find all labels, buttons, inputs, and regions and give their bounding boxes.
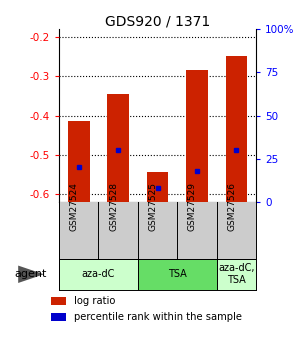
Text: aza-dC,
TSA: aza-dC, TSA (218, 264, 255, 285)
Bar (107, 94, 129, 202)
Bar (138, 259, 217, 290)
Bar (59, 259, 138, 290)
Text: GSM27524: GSM27524 (70, 182, 79, 231)
Text: log ratio: log ratio (74, 296, 115, 306)
Text: agent: agent (15, 269, 47, 279)
Text: GSM27529: GSM27529 (188, 182, 197, 231)
Text: GSM27525: GSM27525 (148, 182, 158, 231)
Text: percentile rank within the sample: percentile rank within the sample (74, 312, 242, 322)
Bar (51, 313, 66, 322)
Bar (147, 172, 168, 202)
Bar (186, 70, 208, 202)
Bar (225, 56, 247, 202)
Polygon shape (18, 266, 44, 283)
Title: GDS920 / 1371: GDS920 / 1371 (105, 14, 210, 28)
Bar (68, 121, 90, 202)
Bar (217, 259, 256, 290)
Text: GSM27526: GSM27526 (227, 182, 236, 231)
Text: aza-dC: aza-dC (82, 269, 115, 279)
Text: GSM27528: GSM27528 (109, 182, 118, 231)
Bar (51, 296, 66, 305)
Text: TSA: TSA (168, 269, 187, 279)
